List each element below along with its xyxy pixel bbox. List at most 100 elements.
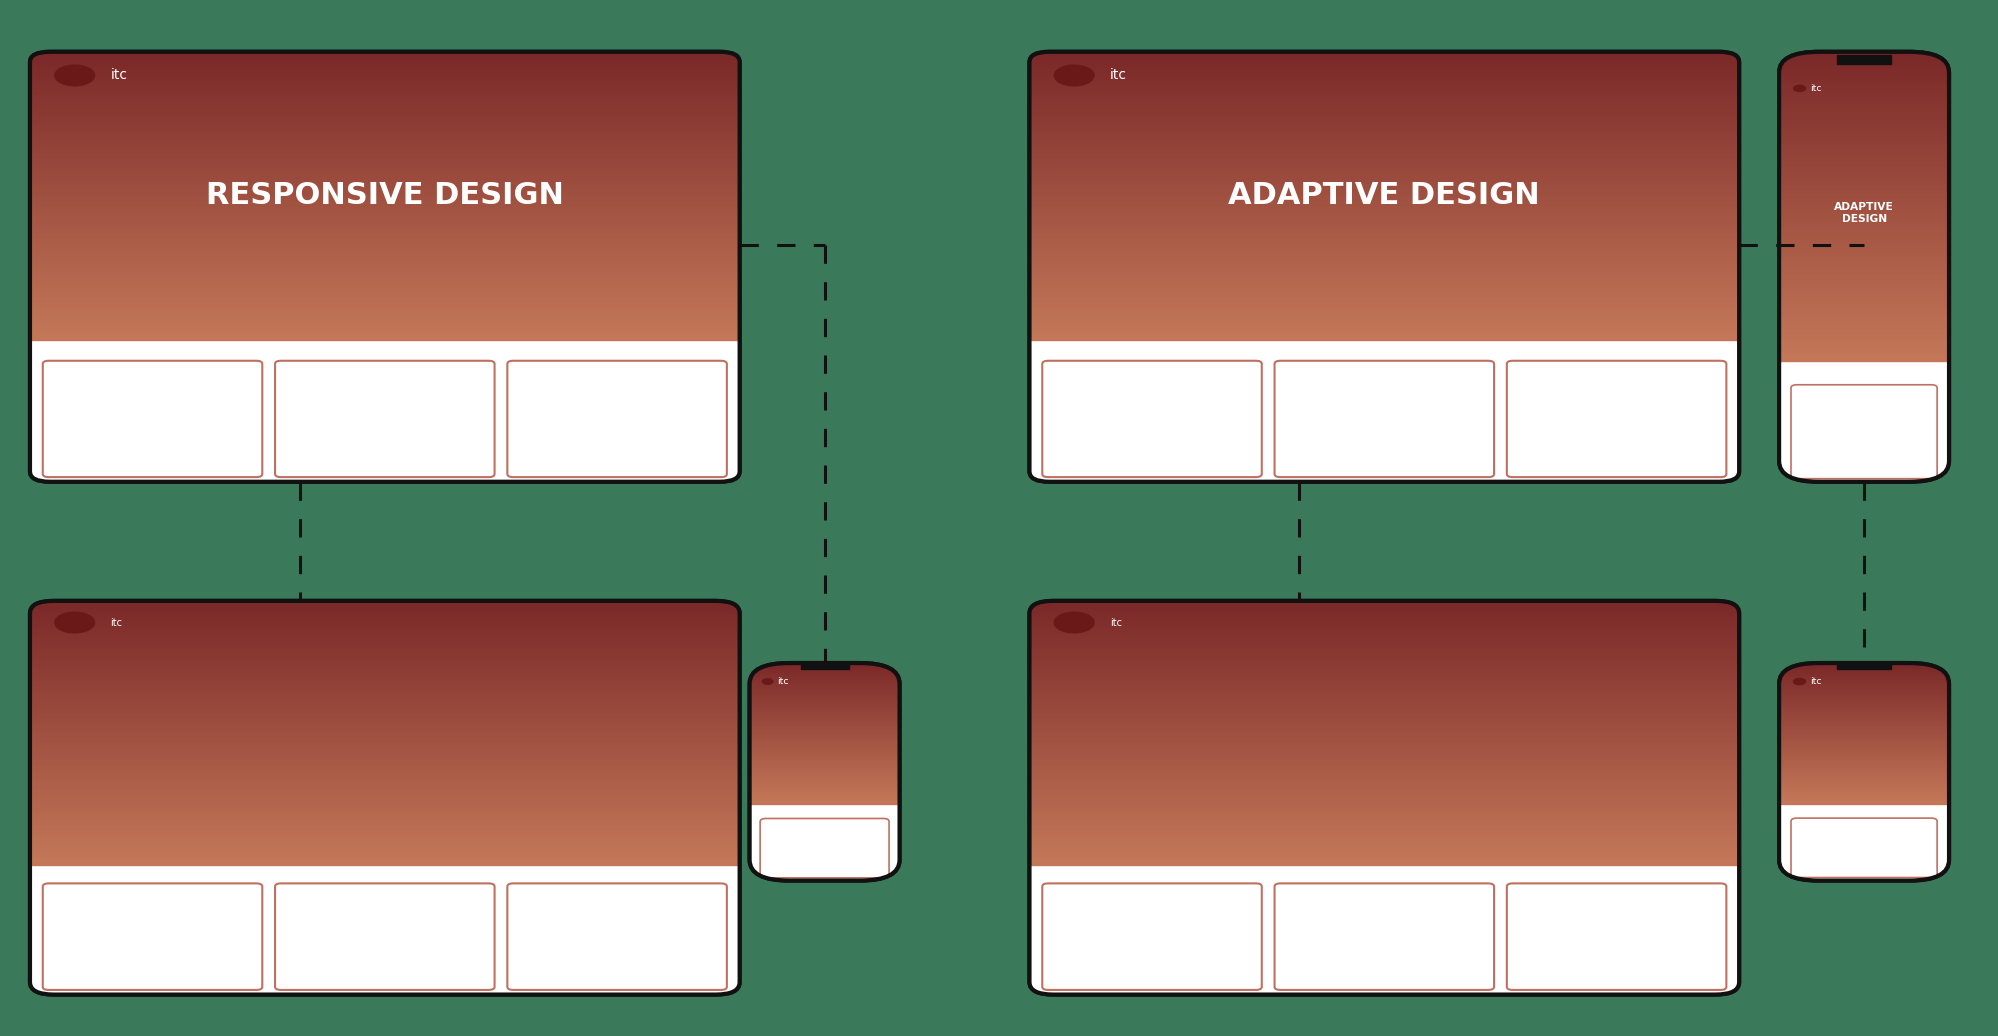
Bar [1778, 706, 1948, 708]
Bar [30, 771, 739, 775]
Bar [30, 178, 739, 181]
Bar [30, 137, 739, 141]
Bar [1778, 311, 1948, 315]
Bar [1029, 140, 1738, 143]
Bar [1029, 73, 1738, 76]
Bar [30, 725, 739, 728]
Bar [30, 613, 739, 616]
Bar [1778, 165, 1948, 168]
Bar [1778, 708, 1948, 711]
Bar [1778, 125, 1948, 130]
Bar [749, 729, 899, 731]
Bar [1029, 788, 1738, 793]
Bar [30, 104, 739, 107]
Bar [30, 217, 739, 220]
Bar [30, 310, 739, 314]
Bar [1029, 672, 1738, 675]
Bar [1778, 139, 1948, 142]
FancyBboxPatch shape [1778, 663, 1948, 881]
Bar [749, 725, 899, 728]
Bar [749, 736, 899, 738]
Bar [30, 857, 739, 860]
Bar [1778, 298, 1948, 303]
Bar [1029, 209, 1738, 212]
Bar [749, 682, 899, 684]
Bar [1029, 279, 1738, 282]
Bar [1029, 154, 1738, 157]
Bar [30, 182, 739, 186]
Bar [1029, 798, 1738, 801]
Bar [1778, 664, 1948, 666]
Bar [30, 637, 739, 640]
Bar [1778, 229, 1948, 232]
Bar [1029, 747, 1738, 750]
Bar [30, 262, 739, 265]
Bar [1029, 786, 1738, 789]
Bar [1778, 793, 1948, 795]
Bar [30, 727, 739, 730]
Bar [1778, 773, 1948, 775]
Bar [1778, 177, 1948, 181]
FancyBboxPatch shape [30, 601, 739, 995]
Bar [1778, 321, 1948, 325]
Bar [1029, 182, 1738, 186]
Bar [749, 724, 899, 726]
Bar [1778, 754, 1948, 756]
Bar [1029, 264, 1738, 268]
Bar [749, 715, 899, 717]
Bar [1778, 58, 1948, 62]
Bar [1778, 759, 1948, 762]
Bar [1778, 800, 1948, 802]
FancyBboxPatch shape [1790, 818, 1936, 877]
Bar [1029, 804, 1738, 807]
Bar [1778, 784, 1948, 786]
FancyBboxPatch shape [507, 361, 727, 478]
Bar [30, 708, 739, 711]
Bar [1029, 166, 1738, 170]
Bar [749, 663, 899, 665]
Bar [30, 606, 739, 609]
Bar [30, 721, 739, 724]
Bar [1778, 347, 1948, 351]
Bar [1029, 622, 1738, 625]
Bar [1778, 180, 1948, 183]
Bar [1029, 253, 1738, 256]
Bar [1778, 77, 1948, 80]
Bar [30, 679, 739, 683]
Bar [30, 224, 739, 227]
Bar [749, 688, 899, 690]
Bar [30, 657, 739, 660]
Bar [1778, 799, 1948, 801]
Bar [1029, 696, 1738, 699]
Bar [1778, 231, 1948, 235]
Bar [30, 293, 739, 296]
Bar [1778, 794, 1948, 797]
Bar [1778, 146, 1948, 150]
Bar [1029, 211, 1738, 215]
Bar [1778, 724, 1948, 726]
Bar [1029, 60, 1738, 64]
Bar [30, 661, 739, 665]
Bar [1778, 210, 1948, 214]
Bar [30, 269, 739, 272]
Bar [30, 257, 739, 261]
Bar [30, 674, 739, 678]
Bar [1029, 831, 1738, 834]
Bar [1778, 787, 1948, 789]
Bar [30, 222, 739, 225]
Bar [1029, 104, 1738, 107]
Bar [749, 764, 899, 766]
Bar [749, 675, 899, 678]
Bar [1029, 224, 1738, 227]
Bar [1029, 602, 1738, 605]
Bar [30, 295, 739, 299]
Bar [1029, 745, 1738, 748]
Bar [1029, 600, 1738, 603]
Bar [1778, 97, 1948, 100]
Bar [749, 668, 899, 670]
Bar [1778, 352, 1948, 356]
Bar [1778, 788, 1948, 790]
FancyBboxPatch shape [1029, 601, 1738, 995]
Bar [30, 73, 739, 76]
Bar [1778, 51, 1948, 54]
